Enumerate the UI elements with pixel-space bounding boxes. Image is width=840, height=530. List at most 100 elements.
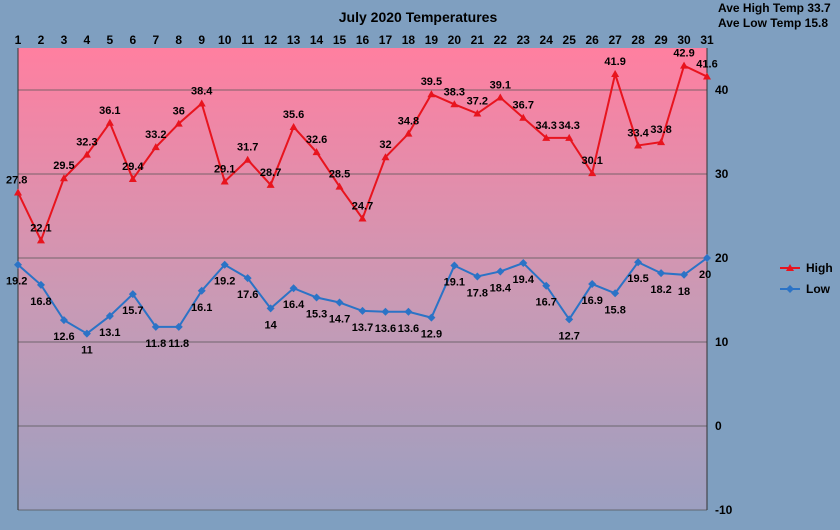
low-data-label: 18.2	[650, 284, 671, 296]
low-data-label: 18.4	[490, 282, 512, 294]
high-point	[496, 93, 505, 101]
high-data-label: 38.3	[444, 86, 465, 98]
x-tick-label: 29	[654, 33, 668, 47]
high-data-label: 38.4	[191, 85, 213, 97]
high-data-label: 39.5	[421, 76, 442, 88]
x-tick-label: 10	[218, 33, 232, 47]
high-data-label: 34.8	[398, 116, 419, 128]
low-point	[220, 260, 229, 269]
high-point	[105, 118, 114, 126]
low-point	[151, 322, 160, 331]
low-point	[59, 316, 68, 325]
high-point	[174, 119, 183, 127]
low-point	[358, 306, 367, 315]
x-tick-label: 24	[540, 33, 554, 47]
low-point	[634, 258, 643, 267]
x-tick-label: 2	[38, 33, 45, 47]
x-tick-label: 7	[152, 33, 159, 47]
low-data-label: 15.8	[604, 304, 625, 316]
low-point	[450, 261, 459, 270]
low-data-label: 15.3	[306, 308, 327, 320]
data-labels: 27.8 22.1 29.532.3 36.1 29.4 33.2 36 38.4 29.131…	[6, 48, 718, 357]
low-data-label: 19.4	[513, 274, 535, 286]
low-point	[36, 280, 45, 289]
low-data-label: 16.1	[191, 302, 212, 314]
x-tick-label: 13	[287, 33, 301, 47]
high-point	[657, 138, 666, 146]
low-data-label: 16.7	[536, 297, 557, 309]
x-tick-label: 6	[129, 33, 136, 47]
y-tick-label: 40	[715, 83, 729, 97]
high-data-label: 36	[173, 106, 185, 118]
high-data-label: 37.2	[467, 96, 488, 108]
high-point	[312, 148, 321, 156]
low-point	[14, 260, 22, 269]
low-data-label: 17.6	[237, 289, 258, 301]
high-point	[542, 133, 551, 141]
high-data-label: 31.7	[237, 142, 258, 154]
high-data-label: 22.1	[30, 222, 51, 234]
low-data-label: 11	[81, 345, 93, 357]
x-tick-label: 27	[608, 33, 622, 47]
low-data-label: 14	[265, 319, 278, 331]
high-data-label: 32	[379, 139, 391, 151]
low-data-label: 17.8	[467, 287, 488, 299]
low-data-label: 11.8	[145, 338, 166, 350]
low-point	[473, 272, 482, 281]
y-tick-label: 20	[715, 251, 729, 265]
high-point	[289, 122, 298, 130]
low-point	[496, 267, 505, 276]
low-data-label: 13.1	[99, 327, 120, 339]
high-data-label: 41.9	[604, 56, 625, 68]
low-point	[381, 307, 390, 316]
low-point	[519, 259, 528, 268]
high-data-label: 33.2	[145, 129, 166, 141]
high-data-label: 39.1	[490, 80, 511, 92]
high-point	[611, 70, 620, 78]
high-data-label: 29.1	[214, 164, 235, 176]
high-data-label: 36.7	[513, 100, 534, 112]
low-point	[197, 286, 206, 295]
low-data-label: 19.5	[627, 273, 648, 285]
x-tick-label: 5	[107, 33, 114, 47]
high-data-label: 29.4	[122, 161, 144, 173]
high-point	[82, 150, 91, 158]
high-data-label: 24.7	[352, 201, 373, 213]
low-point	[289, 284, 298, 293]
low-data-label: 16.4	[283, 299, 305, 311]
high-point	[519, 113, 528, 121]
high-point	[404, 129, 413, 137]
low-point	[427, 313, 436, 322]
x-tick-label: 3	[61, 33, 68, 47]
x-tick-label: 18	[402, 33, 416, 47]
low-point	[105, 311, 114, 320]
low-point	[174, 322, 183, 331]
low-point	[680, 270, 689, 279]
high-data-label: 34.3	[536, 120, 557, 132]
high-point	[197, 99, 206, 107]
high-point	[450, 100, 459, 108]
x-tick-label: 15	[333, 33, 347, 47]
x-tick-label: 25	[563, 33, 577, 47]
x-tick-label: 11	[241, 33, 254, 47]
x-tick-label: 16	[356, 33, 370, 47]
high-point	[59, 174, 68, 182]
high-data-label: 33.4	[627, 127, 649, 139]
high-point	[220, 177, 229, 185]
low-data-label: 12.9	[421, 329, 442, 341]
high-point	[634, 141, 643, 149]
low-point	[82, 329, 91, 338]
x-tick-label: 26	[585, 33, 599, 47]
ave-high-stat: Ave High Temp 33.7	[718, 1, 831, 15]
x-tick-label: 19	[425, 33, 439, 47]
low-data-label: 13.6	[375, 323, 396, 335]
low-data-label: 16.8	[30, 296, 51, 308]
high-point	[358, 214, 367, 222]
x-tick-label: 30	[677, 33, 691, 47]
low-data-label: 16.9	[581, 295, 602, 307]
x-tick-label: 12	[264, 33, 278, 47]
low-point	[404, 307, 413, 316]
plot-area	[18, 48, 707, 510]
high-point	[427, 90, 436, 98]
